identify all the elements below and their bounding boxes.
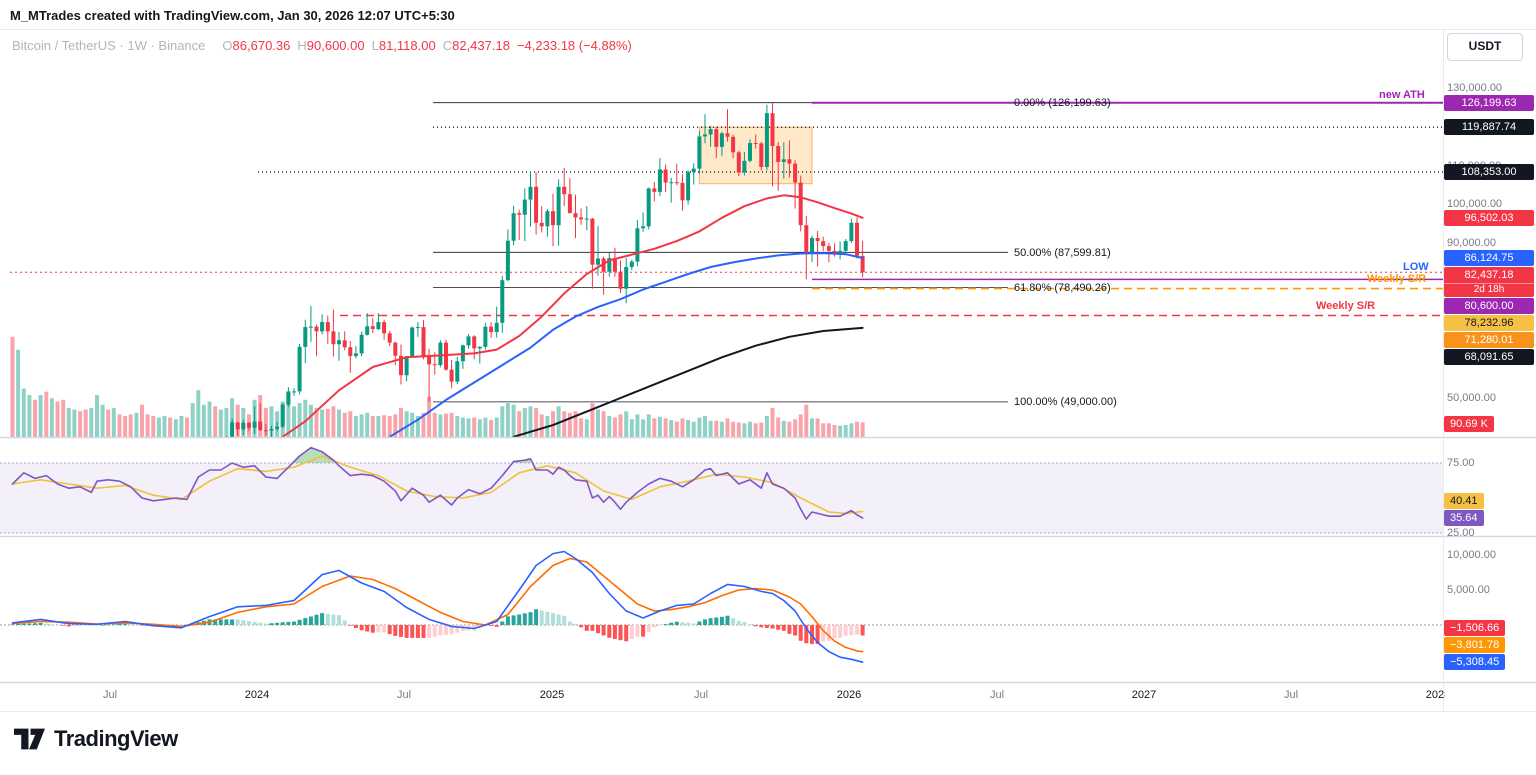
weekly-sr-red-label: Weekly S/R	[1316, 300, 1376, 312]
price-axis-badge: 78,232.96	[1444, 315, 1534, 331]
time-axis-label: Jul	[1283, 689, 1299, 701]
price-axis-tick: 50,000.00	[1447, 392, 1496, 404]
ohlc-readout: O86,670.36 H90,600.00 L81,118.00 C82,437.18…	[215, 38, 631, 53]
time-axis-label: 2027	[1131, 689, 1157, 701]
price-axis-badge: 86,124.75	[1444, 250, 1534, 266]
main-pane[interactable]	[10, 101, 1443, 450]
time-axis-label: 2028	[1425, 689, 1445, 701]
time-axis[interactable]: Jul 2024 Jul 2025 Jul 2026 Jul 2027 Jul 2028	[0, 683, 1445, 711]
price-axis-badge: 68,091.65	[1444, 349, 1534, 365]
price-axis-tick: 130,000.00	[1447, 82, 1503, 94]
weekly-sr-orange-label: Weekly S/R	[1367, 273, 1427, 285]
macd-axis-tick: 5,000.00	[1447, 584, 1490, 596]
rsi-axis-tick: 25.00	[1447, 527, 1475, 539]
pane-dividers	[0, 29, 1536, 712]
price-axis-badge: 126,199.63	[1444, 95, 1534, 111]
rsi-pane[interactable]	[0, 446, 1443, 534]
macd-pane[interactable]	[0, 550, 1443, 664]
new-ath-label: new ATH	[1379, 89, 1425, 101]
watermark-title: M_MTrades created with TradingView.com, …	[10, 8, 455, 23]
price-axis-badge: 119,887.74	[1444, 119, 1534, 135]
time-axis-label: 2024	[244, 689, 270, 701]
change-value: −4,233.18 (−4.88%)	[516, 38, 632, 53]
currency-toggle-button[interactable]: USDT	[1447, 33, 1523, 61]
fib-level-100-label: 100.00% (49,000.00)	[1014, 396, 1117, 408]
price-axis-badge: 82,437.18 2d 18h	[1444, 267, 1534, 297]
bar-countdown: 2d 18h	[1444, 283, 1534, 297]
price-axis-badge: 90.69 K	[1444, 416, 1494, 432]
time-axis-label: Jul	[989, 689, 1005, 701]
time-axis-label: 2026	[836, 689, 862, 701]
fib-level-0-label: 0.00% (126,199.63)	[1014, 97, 1111, 109]
price-axis-badge: 108,353.00	[1444, 164, 1534, 180]
rsi-axis-tick: 75.00	[1447, 457, 1475, 469]
tradingview-logo-icon	[14, 728, 45, 750]
low-label: L	[371, 38, 379, 53]
price-axis-tick: 100,000.00	[1447, 198, 1503, 211]
macd-axis-badge: −3,801.78	[1444, 637, 1506, 653]
high-value: 90,600.00	[306, 38, 365, 53]
fib-level-50-label: 50.00% (87,599.81)	[1014, 247, 1111, 259]
symbol-description[interactable]: Bitcoin / TetherUS · 1W · Binance	[12, 38, 206, 53]
time-axis-label: 2025	[539, 689, 565, 701]
time-axis-label: Jul	[693, 689, 709, 701]
tradingview-logo-text: TradingView	[54, 726, 178, 751]
fib-level-618-label: 61.80% (78,490.26)	[1014, 282, 1111, 294]
price-axis-badge: 96,502.03	[1444, 210, 1534, 226]
price-axis-tick: 90,000.00	[1447, 237, 1496, 249]
low-label: LOW	[1403, 261, 1429, 273]
low-value: 81,118.00	[378, 38, 436, 53]
rsi-axis-badge: 40.41	[1444, 493, 1484, 509]
open-label: O	[222, 38, 233, 53]
symbol-bar: Bitcoin / TetherUS · 1W · Binance O86,670…	[12, 38, 632, 53]
close-value: 82,437.18	[452, 38, 510, 53]
price-axis-badge: 80,600.00	[1444, 298, 1534, 314]
close-label: C	[442, 38, 453, 53]
macd-axis-badge: −1,506.66	[1444, 620, 1506, 636]
time-axis-label: Jul	[102, 689, 118, 701]
price-axis-badge: 71,280.01	[1444, 332, 1534, 348]
high-label: H	[297, 38, 307, 53]
tradingview-logo[interactable]: TradingView	[14, 726, 178, 752]
open-value: 86,670.36	[232, 38, 291, 53]
macd-axis-badge: −5,308.45	[1444, 654, 1506, 670]
macd-axis-tick: 10,000.00	[1447, 549, 1496, 561]
time-axis-label: Jul	[396, 689, 412, 701]
rsi-axis-badge: 35.64	[1444, 510, 1484, 526]
